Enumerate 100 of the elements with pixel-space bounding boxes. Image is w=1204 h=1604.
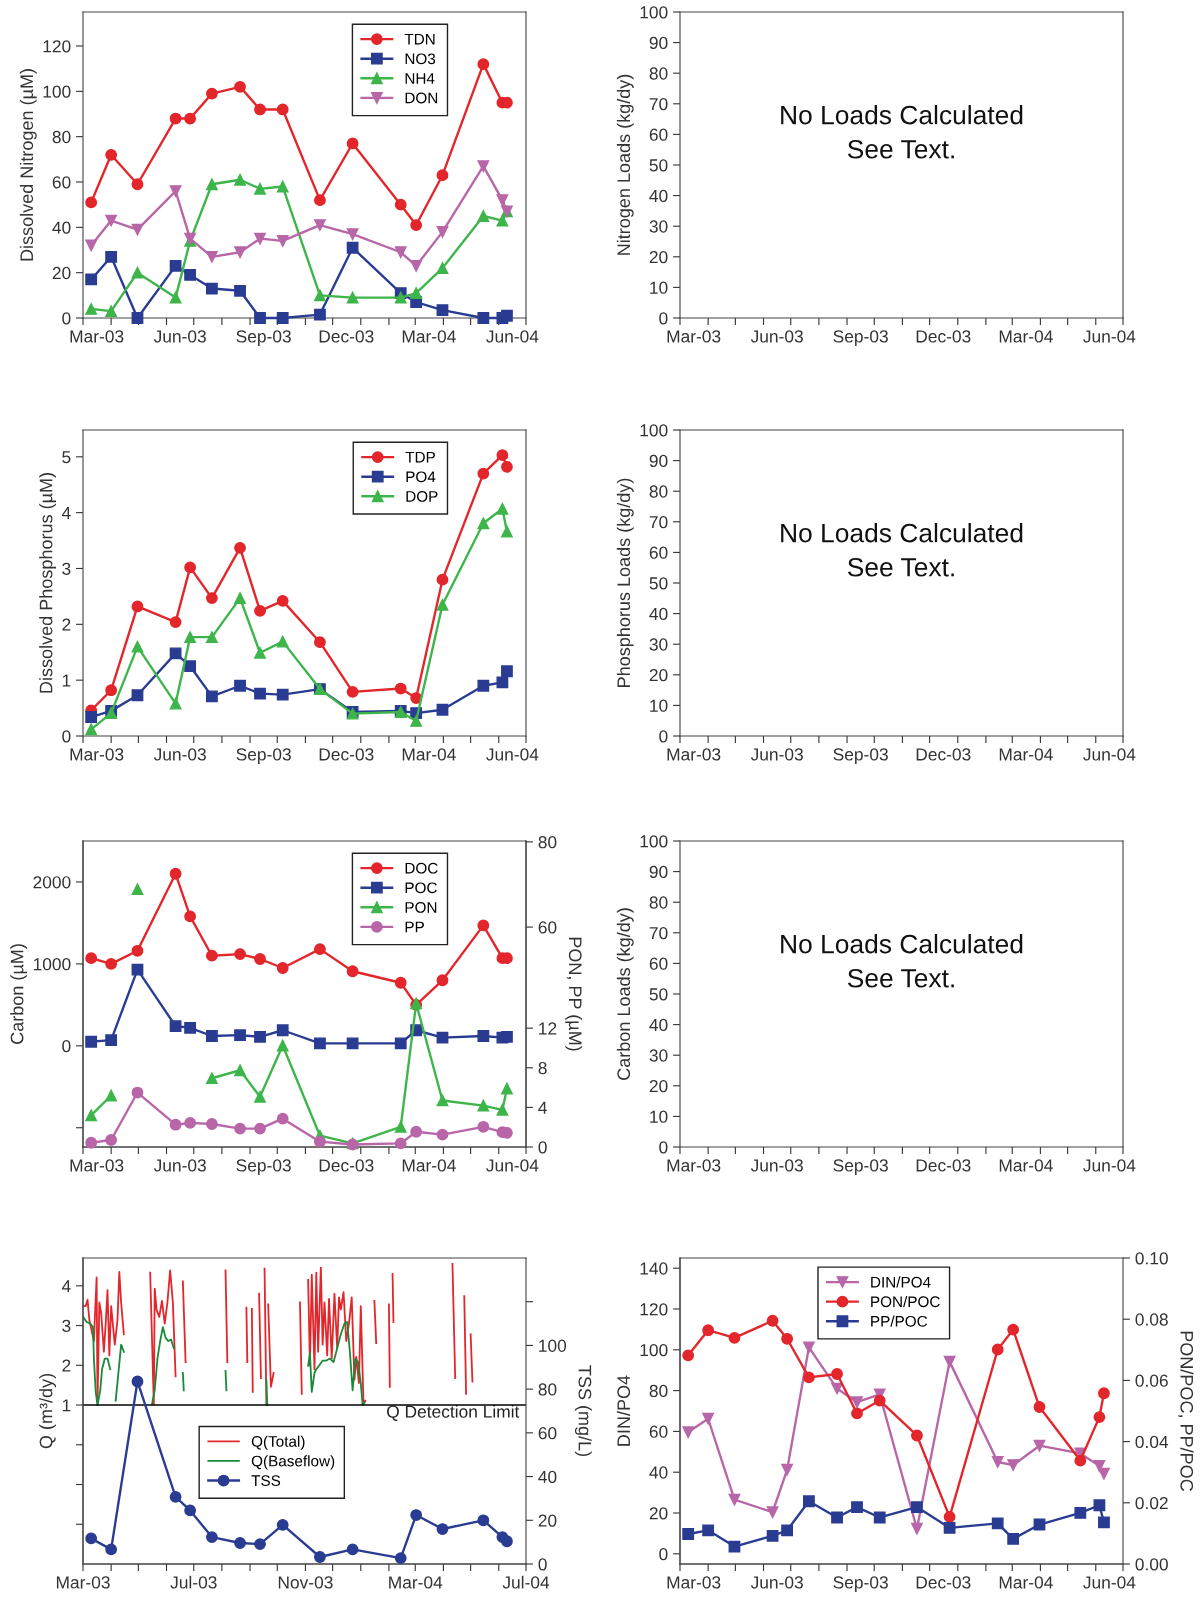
legend-label: DIN/PO4 — [871, 1276, 931, 1288]
y2-tick-label: 100 — [539, 1339, 567, 1352]
y-tick-label: 5 — [62, 451, 71, 464]
y2-tick-label: 60 — [538, 1427, 557, 1440]
x-tick-label: Jun-04 — [486, 748, 539, 761]
y2-tick-label: 0.06 — [1135, 1374, 1168, 1387]
legend-label: Q(Baseflow) — [251, 1455, 335, 1470]
y2-tick-label: 8 — [538, 1061, 547, 1075]
y-tick-label: 2000 — [33, 876, 71, 889]
legend-label: TDN — [404, 33, 435, 45]
x-tick-label: Mar-03 — [70, 1159, 124, 1172]
y-tick-label: 3 — [62, 562, 71, 575]
x-tick-label: Mar-04 — [402, 330, 456, 343]
legend-label: PON/POC — [871, 1295, 940, 1308]
y3-tick-label: 80 — [538, 836, 557, 849]
y-tick-label: 20 — [52, 266, 71, 280]
x-tick-label: Sep-03 — [833, 1576, 888, 1592]
legend-label: DOC — [405, 862, 438, 874]
x-tick-label: Dec-03 — [916, 1576, 971, 1589]
y-axis-title: Dissolved Phosphorus (µM) — [39, 473, 56, 693]
x-tick-label: Mar-03 — [667, 748, 721, 761]
legend-label: NO3 — [405, 53, 436, 65]
y-axis-title: Dissolved Nitrogen (µM) — [19, 69, 37, 261]
y-tick-label: 0 — [659, 1141, 668, 1154]
y2-tick-label: 12 — [539, 1022, 557, 1035]
y2-tick-label: 0 — [538, 1558, 547, 1571]
y-tick-label: 50 — [649, 159, 668, 172]
y-axis-title: DIN/PO4 — [616, 1375, 631, 1446]
y-tick-label: 1000 — [33, 958, 71, 971]
legend-label: NH4 — [405, 73, 435, 84]
y-axis-title: Phosphorus Loads (kg/dy) — [616, 478, 634, 687]
x-tick-label: Dec-03 — [916, 748, 971, 761]
legend-label: DON — [405, 92, 438, 104]
x-tick-label: Jun-04 — [1083, 1576, 1136, 1589]
legend-label: PON — [405, 901, 437, 913]
y2-tick-label: 4 — [538, 1101, 547, 1114]
y-tick-label: 100 — [640, 835, 668, 848]
y-tick-label: 40 — [649, 189, 668, 203]
y2-tick-label: 0.10 — [1135, 1252, 1168, 1265]
y2-tick-label: 80 — [538, 1383, 557, 1396]
legend-label: PP — [405, 921, 424, 933]
y-tick-label: 30 — [649, 1049, 668, 1062]
y-tick-label: 60 — [52, 176, 71, 189]
y-tick-label: 30 — [649, 638, 668, 651]
x-tick-label: Jul-04 — [502, 1575, 550, 1589]
y3-tick-label: 60 — [538, 921, 557, 934]
y-tick-label: 40 — [649, 1018, 668, 1032]
y-tick-label: 70 — [649, 926, 668, 940]
x-tick-label: Sep-03 — [236, 330, 291, 346]
x-tick-label: Mar-03 — [667, 1576, 721, 1589]
x-tick-label: Dec-03 — [319, 330, 374, 343]
y-tick-label: 40 — [649, 1466, 668, 1479]
y-tick-label: 80 — [649, 1384, 668, 1398]
x-tick-label: Mar-04 — [389, 1576, 443, 1589]
y-tick-label: 10 — [650, 1110, 668, 1123]
y-tick-label: 50 — [649, 988, 668, 1001]
y2-tick-label: 0.00 — [1135, 1558, 1168, 1571]
x-tick-label: Jun-04 — [1083, 330, 1136, 343]
y-axis-title: Carbon (µM) — [10, 944, 28, 1044]
x-tick-label: Mar-03 — [56, 1576, 110, 1589]
y-tick-label: 1 — [62, 674, 71, 687]
y-tick-label: 4 — [61, 506, 71, 519]
y2-tick-label: 0.04 — [1135, 1435, 1169, 1449]
x-tick-label: Jun-04 — [486, 1159, 539, 1172]
y-tick-label: 100 — [43, 85, 71, 98]
x-tick-label: Jun-03 — [153, 1159, 206, 1172]
y-tick-label: 0 — [62, 1039, 71, 1053]
y-tick-label: 0 — [659, 312, 668, 325]
x-tick-label: Mar-04 — [999, 748, 1053, 761]
x-tick-label: Jun-03 — [750, 748, 803, 761]
x-tick-label: Jun-03 — [750, 1576, 803, 1589]
y-tick-label: 90 — [649, 36, 668, 50]
y2-tick-label: 0.08 — [1135, 1313, 1168, 1326]
y-tick-label: 30 — [649, 220, 668, 233]
y-tick-label: 0 — [62, 312, 71, 325]
y-tick-label: 20 — [649, 250, 668, 264]
legend-label: POC — [405, 882, 437, 894]
x-tick-label: Mar-03 — [667, 330, 721, 343]
y-tick-label: 100 — [640, 424, 668, 437]
x-tick-label: Jul-03 — [170, 1575, 217, 1589]
annotation: No Loads Calculated See Text. — [781, 934, 1023, 988]
x-tick-label: Jun-04 — [1083, 748, 1136, 761]
x-tick-label: Mar-03 — [70, 748, 124, 761]
y-tick-label: 100 — [640, 1343, 668, 1357]
y-tick-label: 2 — [62, 1359, 71, 1372]
y-tick-label: 70 — [649, 97, 668, 111]
x-tick-label: Sep-03 — [236, 748, 291, 764]
y-tick-label: 60 — [649, 1425, 668, 1438]
y-tick-label: 40 — [52, 221, 71, 234]
y-tick-label: 80 — [52, 130, 71, 144]
y-tick-label: 70 — [649, 515, 668, 529]
legend-label: PP/POC — [871, 1315, 928, 1327]
x-tick-label: Jun-03 — [153, 330, 206, 343]
y-tick-label: 100 — [640, 6, 668, 19]
x-tick-label: Jun-03 — [153, 748, 206, 761]
y-tick-label: 0 — [659, 730, 668, 743]
y-axis-title: Nitrogen Loads (kg/dy) — [616, 74, 634, 255]
x-tick-label: Sep-03 — [833, 1159, 888, 1175]
y-tick-label: 80 — [649, 485, 668, 498]
y-axis-title: Q (m³/dy) — [39, 1374, 56, 1449]
